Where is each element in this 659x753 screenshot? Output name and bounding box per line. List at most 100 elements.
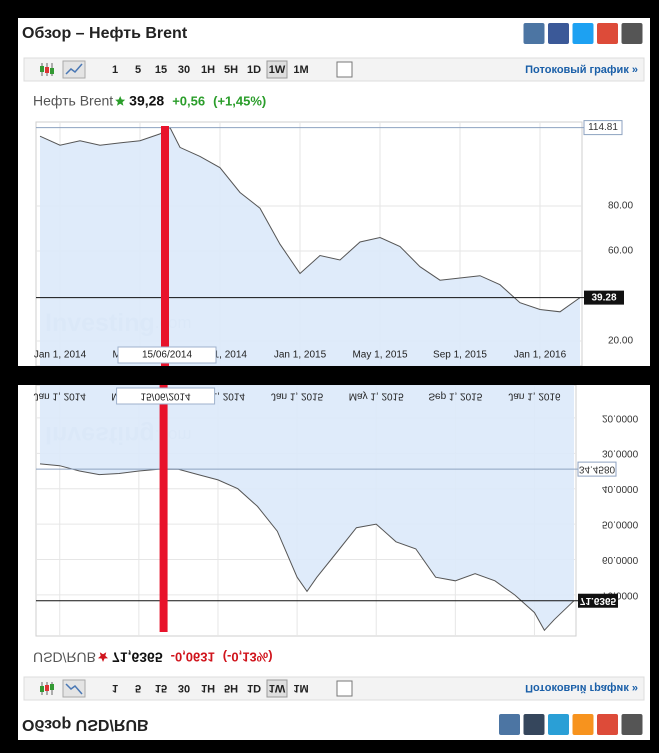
interval-button[interactable]: 1 xyxy=(112,682,118,694)
interval-button[interactable]: 1W xyxy=(269,64,286,76)
cursor-tooltip xyxy=(117,346,217,364)
interval-button[interactable]: 1D xyxy=(247,682,261,694)
line-icon-glyph xyxy=(65,63,83,75)
share-icon[interactable] xyxy=(499,714,520,735)
last-label: 71.6365 xyxy=(580,595,617,606)
share-icon[interactable] xyxy=(548,23,569,44)
ref-label: 114.81 xyxy=(588,122,618,133)
share-icon[interactable] xyxy=(548,714,569,735)
interval-button[interactable]: 5 xyxy=(135,64,141,76)
x-tick-label: Jan 1, 2016 xyxy=(508,390,561,401)
ref-label-box xyxy=(577,461,617,477)
instrument-name: Нефть Brent xyxy=(33,93,113,109)
interval-button[interactable]: 1 xyxy=(112,64,118,76)
x-tick-label: Sep 1, 2015 xyxy=(428,390,482,401)
change-percent: (+1,45%) xyxy=(213,93,266,108)
ref-label: 34.4580 xyxy=(579,463,616,474)
cursor-date: 15/06/2014 xyxy=(141,390,191,401)
instrument-name: USD/RUB xyxy=(33,649,96,665)
interval-button[interactable]: 1M xyxy=(293,64,308,76)
share-icon[interactable] xyxy=(523,23,545,44)
cursor-bar xyxy=(161,126,169,366)
area-fill xyxy=(39,385,575,631)
ref-label-box xyxy=(583,120,623,136)
stream-link[interactable]: Потоковый график » xyxy=(525,64,638,76)
x-tick-label: May 1, 2015 xyxy=(352,350,407,361)
y-tick-label: 30.0000 xyxy=(602,448,639,459)
interval-button[interactable]: 15 xyxy=(155,682,167,694)
x-tick-label: Jan 1, 2015 xyxy=(274,350,327,361)
candle-body xyxy=(45,685,49,691)
price: 71,6365 xyxy=(112,649,163,665)
cursor-tooltip xyxy=(116,387,216,405)
y-tick-label: 60.0000 xyxy=(602,554,639,565)
share-icon[interactable] xyxy=(572,23,594,44)
y-tick-label: 40.0000 xyxy=(602,483,639,494)
table-icon[interactable] xyxy=(336,61,353,78)
interval-button[interactable]: 1H xyxy=(201,64,215,76)
toolbar xyxy=(23,676,645,701)
x-tick-label: Sep 1, 2014 xyxy=(193,350,247,361)
interval-button[interactable]: 1W xyxy=(269,682,286,694)
change: -0,0631 xyxy=(171,650,215,665)
line-icon[interactable] xyxy=(62,60,86,79)
cursor-date: 15/06/2014 xyxy=(142,350,192,361)
x-tick-label: May 1, 2015 xyxy=(349,390,404,401)
last-label: 39.28 xyxy=(591,292,616,303)
stream-link[interactable]: Потоковый график » xyxy=(525,682,638,694)
price-line xyxy=(39,463,575,632)
line-icon[interactable] xyxy=(62,679,86,698)
widget-brent: Обзор – Нефть Brent 1 5 15 30 1H 5H 1D 1W 1M Поток… xyxy=(18,18,650,366)
x-tick-label: Jan 1, 2014 xyxy=(34,390,87,401)
share-icon[interactable] xyxy=(621,714,643,735)
candle-body xyxy=(40,66,44,72)
interval-button[interactable]: 1H xyxy=(201,682,215,694)
interval-button[interactable]: 1M xyxy=(293,682,308,694)
cursor-bar xyxy=(159,385,168,632)
widget-usdrub-flipped: Обзор USD/RUB 1 5 15 30 1H 5H 1D 1W 1M Потоковый г… xyxy=(18,385,650,740)
interval-button[interactable]: 1D xyxy=(247,64,261,76)
change: +0,56 xyxy=(172,93,205,108)
y-tick-label: 50.0000 xyxy=(602,518,639,529)
line-icon-glyph xyxy=(65,683,83,695)
interval-button[interactable]: 5 xyxy=(135,682,141,694)
interval-selected xyxy=(266,679,288,698)
x-tick-label: Sep 1, 2015 xyxy=(433,350,487,361)
share-icon[interactable] xyxy=(621,23,643,44)
candle-body xyxy=(50,684,54,690)
interval-button[interactable]: 5H xyxy=(224,64,238,76)
x-tick-label: Jan 1, 2014 xyxy=(34,350,87,361)
y-tick-label: 60.00 xyxy=(608,246,633,257)
y-tick-label: 20.00 xyxy=(608,336,633,347)
last-label-box xyxy=(578,593,618,608)
x-tick-label: Jan 1, 2015 xyxy=(271,390,324,401)
price: 39,28 xyxy=(129,93,164,109)
toolbar xyxy=(23,57,645,82)
price-line xyxy=(39,126,581,313)
interval-button[interactable]: 30 xyxy=(178,682,190,694)
candle-body xyxy=(40,686,44,692)
status-star xyxy=(115,96,126,106)
x-tick-label: Jan 1, 2016 xyxy=(514,350,567,361)
share-icon[interactable] xyxy=(523,714,545,735)
area-fill xyxy=(40,127,580,366)
widget-title: Обзор – Нефть Brent xyxy=(22,25,188,42)
share-icon[interactable] xyxy=(597,23,618,44)
y-tick-label: 70.0000 xyxy=(602,589,639,600)
y-tick-label: 20.0000 xyxy=(602,412,639,423)
status-star xyxy=(98,652,109,662)
share-icon[interactable] xyxy=(572,714,594,735)
interval-button[interactable]: 5H xyxy=(224,682,238,694)
candle-body xyxy=(50,68,54,74)
widget-title: Обзор USD/RUB xyxy=(22,716,149,733)
interval-button[interactable]: 15 xyxy=(155,64,167,76)
share-icon[interactable] xyxy=(597,714,618,735)
interval-button[interactable]: 30 xyxy=(178,64,190,76)
table-icon[interactable] xyxy=(336,680,353,697)
interval-selected xyxy=(266,60,288,79)
y-tick-label: 80.00 xyxy=(608,201,633,212)
last-label-box xyxy=(584,290,624,305)
